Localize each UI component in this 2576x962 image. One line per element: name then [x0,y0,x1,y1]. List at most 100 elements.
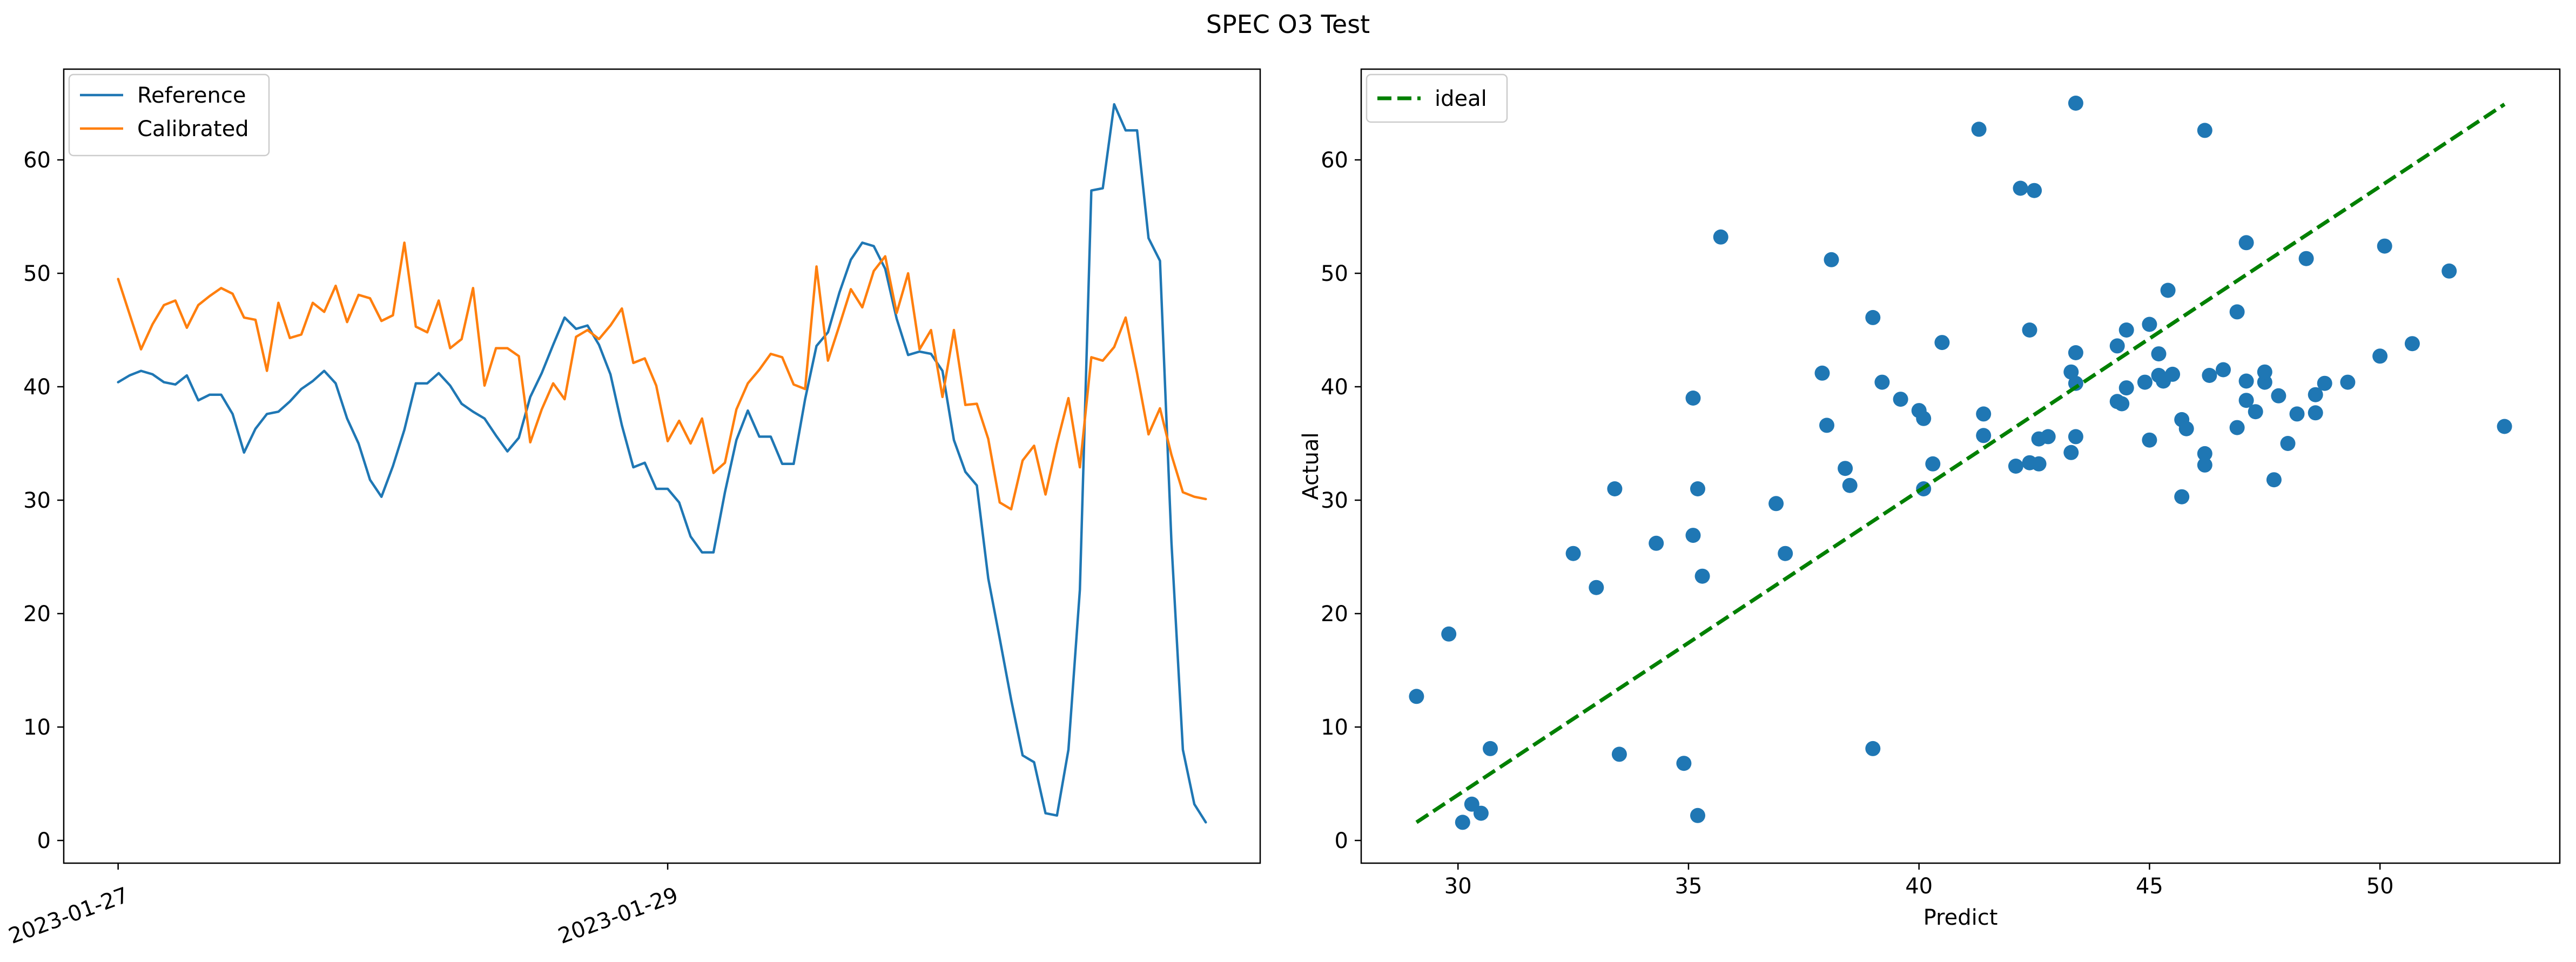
scatter-point [2151,346,2167,362]
scatter-point [1971,122,1987,137]
y-tick-label: 20 [1321,602,1348,627]
scatter-point [2298,251,2314,266]
scatter-point [2497,419,2512,434]
plot-frame [1360,68,2561,864]
scatter-point [1694,568,1710,584]
series-line-calibrated [117,241,1207,511]
scatter-point [1685,391,1701,406]
legend-label: ideal [1435,86,1487,111]
scatter-point [2040,429,2056,445]
scatter-point [2109,338,2125,354]
scatter-point [2165,366,2181,382]
scatter-point [1607,481,1623,496]
scatter-point [2063,445,2079,460]
x-tick-label: 30 [1444,874,1472,899]
y-tick-label: 40 [23,375,51,400]
scatter-point [1819,418,1834,433]
scatter-point [1824,252,1839,267]
scatter-point [1649,535,1664,551]
legend-label: Reference [137,83,246,108]
scatter-point [1685,528,1701,543]
timeseries-axes: 0 10 20 30 40 50 60 2023-01-27 2023-01-29 Referen… [5,68,1261,949]
y-tick-label: 0 [1335,829,1348,853]
x-tick-label: 2023-01-29 [555,883,681,949]
scatter-point [1778,546,1793,561]
scatter-point [1464,796,1479,812]
scatter-point [2340,374,2356,390]
scatter-point [2118,380,2134,396]
scatter-point [2178,421,2194,436]
scatter-point [2068,345,2083,360]
y-tick-label: 30 [23,488,51,513]
scatter-point [2229,304,2245,320]
scatter-point [2266,472,2282,488]
scatter-point [2377,238,2392,254]
x-tick-label: 50 [2366,874,2394,899]
y-tick-label: 0 [37,829,51,853]
scatter-point [1916,411,1932,426]
scatter-point [2142,432,2157,448]
scatter-point [2442,263,2457,279]
y-tick-label: 50 [1321,261,1348,286]
scatter-point [1865,310,1881,325]
scatter-point [2289,406,2305,422]
figure-title: SPEC O3 Test [1206,10,1370,39]
scatter-point [1473,805,1489,821]
scatter-point [2063,364,2079,380]
scatter-point [2280,436,2296,451]
series-line-reference [117,103,1207,824]
scatter-point [1690,808,1705,823]
scatter-point [1676,756,1692,771]
y-tick-label: 30 [1321,488,1348,513]
scatter-point [2248,404,2263,420]
scatter-point [1976,428,1992,443]
scatter-point [1455,815,1470,830]
ideal-line [1415,103,2506,824]
scatter-point [2229,420,2245,435]
scatter-point [1441,626,1457,642]
scatter-point [1768,496,1784,512]
x-tick-label: 45 [2136,874,2163,899]
scatter-point [1814,365,1830,381]
legend-label: Calibrated [137,117,249,142]
scatter-point [1565,546,1581,561]
y-tick-label: 60 [1321,148,1348,173]
scatter-point [1589,580,1604,595]
scatter-point [1611,746,1627,762]
scatter-point [2317,375,2332,391]
scatter-point [2404,336,2420,352]
scatter-point [1934,335,1950,351]
y-axis-label: Actual [1299,432,1323,500]
scatter-point [1893,392,1908,407]
scatter-point [1690,481,1705,496]
scatter-point [2238,235,2254,251]
scatter-point [1838,461,1853,476]
scatter-point [2022,322,2037,338]
scatter-point [2068,96,2083,111]
scatter-point [2238,373,2254,389]
scatter-point [1976,406,1992,422]
scatter-point [2197,446,2212,461]
scatter-point [2114,396,2130,412]
scatter-point [2142,317,2157,332]
y-tick-label: 20 [23,602,51,627]
scatter-point [2308,405,2323,421]
scatter-point [2160,282,2176,298]
scatter-point [2308,387,2323,402]
scatter-point [1409,689,1424,704]
scatter-point [1925,456,1941,472]
scatter-point [2008,459,2023,474]
y-tick-label: 10 [1321,715,1348,740]
scatter-point [2137,374,2153,390]
scatter-point [2027,183,2042,198]
scatter-point [2257,364,2272,380]
scatter-point [2068,429,2083,445]
scatter-point [1713,229,1728,245]
scatter-point [2013,180,2028,196]
scatter-point [2068,375,2083,391]
scatter-point [2238,393,2254,408]
scatter-axes: 0 10 20 30 40 50 60 30 35 40 45 50 Predict Actual idea… [1299,68,2561,930]
scatter-point [1865,741,1881,756]
